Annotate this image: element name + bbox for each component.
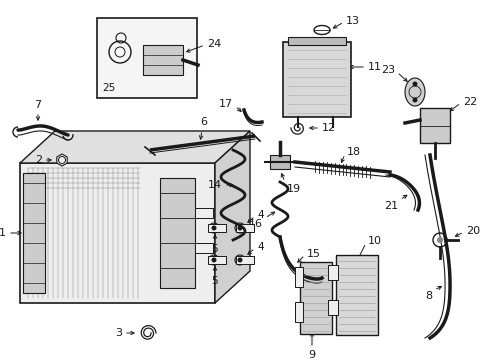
Text: 3: 3 <box>115 328 122 338</box>
Text: 22: 22 <box>462 97 476 107</box>
Bar <box>195 243 213 253</box>
Text: 14: 14 <box>207 180 222 190</box>
Text: 24: 24 <box>206 39 221 49</box>
Bar <box>195 208 213 218</box>
Bar <box>207 224 225 232</box>
Text: 6: 6 <box>200 117 207 127</box>
Polygon shape <box>20 131 249 163</box>
Circle shape <box>211 225 216 230</box>
Polygon shape <box>142 45 183 75</box>
Ellipse shape <box>404 78 424 106</box>
Bar <box>327 265 337 280</box>
Bar <box>294 267 303 287</box>
Text: 13: 13 <box>346 16 359 26</box>
Text: 25: 25 <box>102 83 115 93</box>
Bar <box>236 256 253 264</box>
Bar <box>287 37 346 45</box>
Circle shape <box>237 225 242 230</box>
Bar <box>269 155 289 169</box>
Text: 11: 11 <box>367 62 381 72</box>
Text: 9: 9 <box>308 350 315 360</box>
Circle shape <box>436 237 442 243</box>
Polygon shape <box>57 154 67 166</box>
Text: 4: 4 <box>257 210 263 220</box>
Text: 16: 16 <box>248 219 263 229</box>
Text: 7: 7 <box>34 100 41 110</box>
Text: 8: 8 <box>424 291 431 301</box>
Text: 2: 2 <box>35 155 42 165</box>
Bar <box>299 262 331 334</box>
Text: 12: 12 <box>321 123 335 133</box>
Circle shape <box>211 257 216 262</box>
Bar <box>294 302 303 322</box>
Text: 18: 18 <box>346 147 360 157</box>
Text: 23: 23 <box>380 65 394 75</box>
Text: 5: 5 <box>211 244 218 254</box>
Bar <box>207 256 225 264</box>
Text: 15: 15 <box>306 249 320 259</box>
Bar <box>419 108 449 143</box>
Circle shape <box>237 257 242 262</box>
Bar <box>97 18 197 98</box>
Circle shape <box>412 98 417 103</box>
Text: 4: 4 <box>257 242 263 252</box>
Text: 21: 21 <box>383 201 397 211</box>
Text: 1: 1 <box>0 228 6 238</box>
Bar <box>335 255 377 335</box>
Bar <box>160 178 195 288</box>
Bar <box>20 163 215 303</box>
Text: 19: 19 <box>286 184 301 194</box>
Text: 17: 17 <box>219 99 232 109</box>
Bar <box>236 224 253 232</box>
Bar <box>283 42 350 117</box>
Text: 20: 20 <box>465 226 479 236</box>
Bar <box>23 173 45 293</box>
Bar <box>327 300 337 315</box>
Polygon shape <box>215 131 249 303</box>
Text: 5: 5 <box>211 276 218 286</box>
Circle shape <box>412 81 417 86</box>
Text: 10: 10 <box>367 236 381 246</box>
